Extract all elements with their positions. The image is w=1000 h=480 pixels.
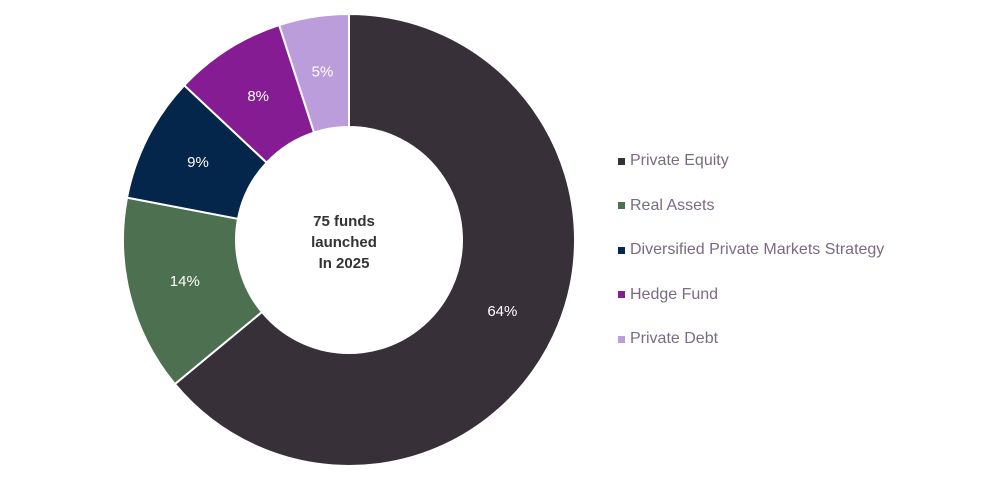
legend-label: Hedge Fund [630,285,719,303]
center-text-line-2: launched [311,234,377,251]
legend-label: Real Assets [630,196,715,214]
slice-data-label: 8% [247,88,269,105]
donut-slice [277,12,350,134]
legend-item: Real Assets [618,184,884,229]
legend-swatch [618,335,625,343]
legend-item: Private Equity [618,139,884,184]
legend-label: Private Debt [630,330,719,348]
slice-data-label: 14% [170,273,200,290]
legend-item: Hedge Fund [618,273,884,318]
legend-item: Diversified Private Markets Strategy [618,228,884,273]
legend-label: Private Equity [630,152,729,170]
donut-slices [122,12,576,467]
center-text-line-1: 75 funds [313,213,375,230]
slice-data-label: 9% [187,154,209,171]
center-text-line-3: In 2025 [319,255,370,272]
legend-item: Private Debt [618,317,884,362]
slice-labels: 64% 14% 9% 8% 5% [170,64,518,321]
slice-data-label: 64% [487,303,517,320]
legend-label: Diversified Private Markets Strategy [630,241,885,259]
legend-swatch [618,246,625,254]
chart-legend: Private Equity Real Assets Diversified Pri… [618,139,884,362]
legend-swatch [618,157,625,165]
slice-data-label: 5% [312,64,334,81]
donut-slice [173,12,576,467]
legend-swatch [618,202,625,210]
legend-swatch [618,291,625,299]
